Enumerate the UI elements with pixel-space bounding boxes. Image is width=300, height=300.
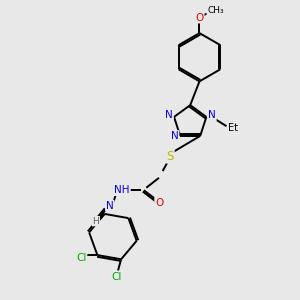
- Text: Cl: Cl: [76, 253, 86, 262]
- Text: N: N: [208, 110, 216, 120]
- Text: N: N: [171, 131, 178, 141]
- Text: CH₃: CH₃: [207, 6, 224, 15]
- Text: S: S: [167, 150, 174, 163]
- Text: N: N: [165, 110, 173, 120]
- Text: N: N: [106, 201, 114, 211]
- Text: O: O: [195, 13, 204, 22]
- Text: Et: Et: [228, 123, 238, 133]
- Text: NH: NH: [114, 185, 130, 195]
- Text: Cl: Cl: [111, 272, 122, 282]
- Text: O: O: [155, 198, 164, 208]
- Text: H: H: [92, 217, 99, 226]
